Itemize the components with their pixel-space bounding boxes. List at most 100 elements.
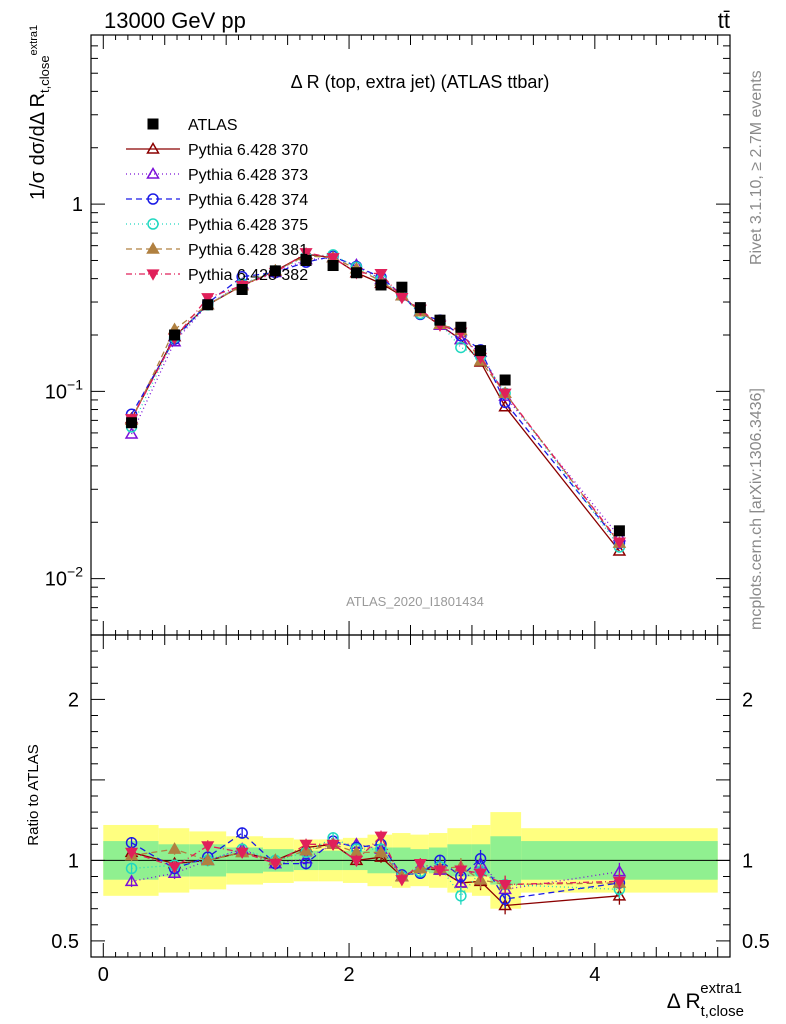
legend-marker (147, 218, 159, 230)
ratio-line (131, 835, 620, 886)
data-point (613, 525, 625, 537)
ratio-point (374, 831, 388, 843)
ratio-point (300, 857, 312, 870)
watermark: ATLAS_2020_I1801434 (346, 594, 484, 609)
legend-label: Pythia 6.428 381 (188, 242, 308, 259)
y-tick-label: 10−1 (45, 376, 83, 403)
y-tick-label: 10−2 (45, 564, 83, 591)
data-point (498, 388, 512, 400)
legend-item: ATLAS (147, 117, 238, 134)
legend-label: Pythia 6.428 374 (188, 192, 308, 209)
ratio-point (395, 875, 409, 887)
data-point (327, 260, 339, 272)
ratio-point (413, 859, 427, 871)
ratio-point (433, 865, 447, 877)
series-pythia-6-428-381 (124, 248, 627, 548)
data-point (374, 269, 388, 281)
ratio-axes: 0 2 4 0.5 0.5 1 1 2 2 (51, 634, 770, 986)
x-tick-label: 4 (589, 964, 600, 986)
ratio-point (235, 847, 249, 860)
legend: ATLAS Pythia 6.428 370 Pythia 6.428 373 Pyt… (126, 117, 308, 284)
legend-item: Pythia 6.428 374 (126, 192, 308, 209)
ratio-point (201, 841, 215, 853)
data-point (269, 265, 281, 277)
legend-marker (147, 193, 159, 205)
data-point (126, 417, 138, 429)
data-point (299, 248, 313, 260)
ratio-y-tick-label: 1 (68, 850, 79, 872)
ratio-point (236, 827, 248, 839)
legend-item: Pythia 6.428 381 (126, 242, 308, 259)
series-atlas (126, 254, 625, 537)
series-line (130, 255, 620, 544)
data-point (169, 329, 181, 341)
data-point (202, 299, 214, 311)
legend-item: Pythia 6.428 375 (126, 217, 308, 234)
data-point (434, 314, 446, 326)
legend-label: Pythia 6.428 375 (188, 217, 308, 234)
legend-marker (146, 242, 160, 254)
ratio-series (124, 827, 627, 915)
ratio-point (474, 868, 488, 880)
legend-marker (146, 142, 160, 154)
ratio-point (299, 839, 313, 851)
series-pythia-6-428-375 (125, 249, 626, 553)
ratio-y-tick-label: 2 (742, 689, 753, 711)
ratio-series-pythia-6-428-382 (125, 830, 626, 894)
rivet-label: Rivet 3.1.10, ≥ 2.7M events (748, 70, 765, 265)
data-point (454, 332, 468, 345)
main-series (124, 247, 627, 556)
ratio-point (374, 845, 388, 858)
legend-marker (146, 269, 160, 281)
legend-item: Pythia 6.428 370 (126, 142, 308, 159)
ratio-point (268, 859, 282, 871)
legend-marker (146, 167, 160, 179)
mcplots-label: mcplots.cern.ch [arXiv:1306.3436] (748, 388, 765, 630)
legend-label: Pythia 6.428 382 (188, 267, 308, 284)
data-point (300, 254, 312, 266)
x-tick-label: 2 (343, 964, 354, 986)
ratio-y-axis-label: Ratio to ATLAS (25, 744, 42, 845)
data-point (455, 341, 467, 354)
data-point (475, 345, 487, 357)
main-plot-frame (90, 34, 731, 636)
ratio-point (168, 862, 182, 874)
legend-marker (147, 118, 159, 130)
ratio-point (167, 842, 182, 854)
data-point (395, 292, 409, 305)
ratio-point (498, 879, 512, 892)
ratio-point (499, 893, 511, 905)
ratio-bands (91, 812, 730, 909)
ratio-point (326, 839, 340, 851)
legend-label: Pythia 6.428 370 (188, 142, 308, 159)
series-line (130, 255, 620, 544)
ratio-line (131, 843, 620, 886)
header-right: tt̄ (718, 8, 730, 33)
ratio-y-tick-label: 0.5 (742, 931, 770, 953)
ratio-point (200, 853, 215, 866)
ratio-ylabel: Ratio to ATLAS (25, 744, 42, 845)
data-point (499, 374, 511, 386)
ratio-y-tick-label: 0.5 (51, 931, 79, 953)
y-axis-label: 1/σ dσ/dΔ Rt,closeextra1 (27, 25, 52, 200)
y-tick-label: 1 (72, 194, 83, 216)
ratio-point (455, 890, 467, 902)
x-axis-label: Δ Rt,close extra1 (667, 980, 744, 1020)
header-left: 13000 GeV pp (104, 8, 246, 33)
series-pythia-6-428-382 (125, 248, 626, 549)
data-point (375, 279, 387, 291)
xlabel-main: Δ R (667, 990, 701, 1013)
ratio-point (454, 875, 468, 888)
xlabel-sup: extra1 (700, 980, 742, 997)
data-point (455, 321, 467, 333)
legend-label: ATLAS (188, 117, 238, 134)
xlabel-sub: t,close (701, 1003, 744, 1020)
ratio-point (125, 862, 138, 875)
ratio-point (498, 898, 512, 911)
ratio-point (454, 865, 468, 877)
main-axes: 1 10−1 10−2 (45, 34, 730, 957)
ratio-point (349, 855, 363, 868)
series-pythia-6-428-373 (124, 250, 627, 542)
data-point (414, 302, 426, 314)
